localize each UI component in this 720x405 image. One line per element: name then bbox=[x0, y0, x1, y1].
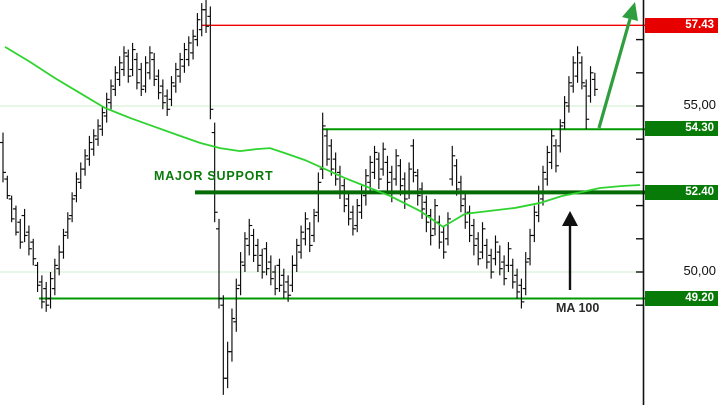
ma100-pointer-arrow-icon bbox=[562, 211, 578, 290]
resistance-price-box: 57.43 bbox=[645, 18, 718, 33]
axis-label-50: 50,00 bbox=[683, 263, 716, 278]
support-price-box-4920: 49.20 bbox=[645, 291, 718, 306]
support-price-box-5430: 54.30 bbox=[645, 121, 718, 136]
annotation-arrows bbox=[562, 2, 638, 290]
ohlc-bars bbox=[0, 0, 598, 395]
axis-label-55: 55,00 bbox=[683, 97, 716, 112]
ma100-line bbox=[4, 46, 641, 228]
price-axis bbox=[636, 0, 645, 405]
projection-arrow-icon bbox=[597, 2, 638, 129]
major-support-price-box: 52.40 bbox=[645, 185, 718, 200]
gridlines bbox=[0, 105, 643, 273]
support-resistance-lines-under bbox=[39, 24, 645, 300]
major-support-label: MAJOR SUPPORT bbox=[154, 169, 274, 183]
ma100-label: MA 100 bbox=[556, 301, 600, 315]
